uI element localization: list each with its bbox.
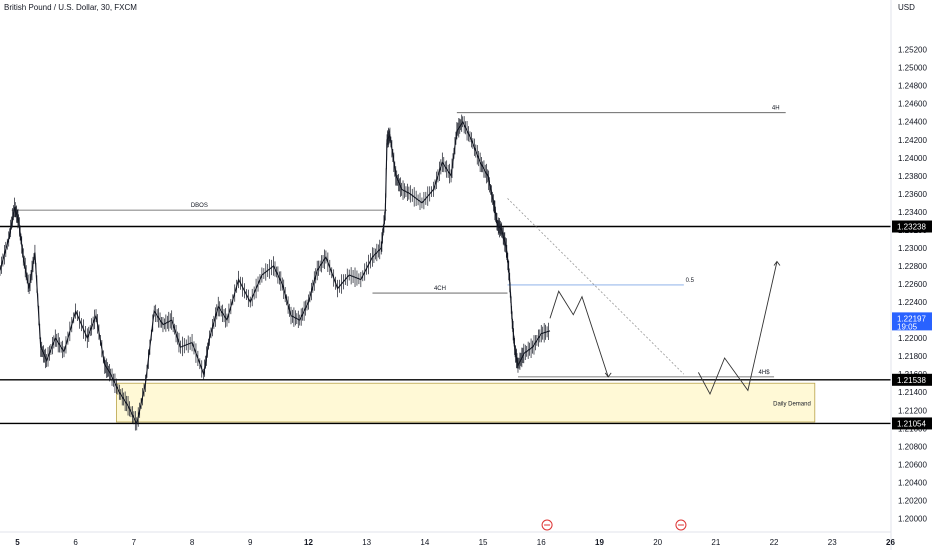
plot-area: Daily Demand DBOS 4H 4CH 0.5 4H$ <box>0 106 891 531</box>
annotation-label: 4H$ <box>759 370 771 376</box>
y-tick-label: 1.20000 <box>898 514 927 523</box>
chart-title: British Pound / U.S. Dollar, 30, FXCM <box>4 3 137 12</box>
y-tick-label: 1.21800 <box>898 352 927 361</box>
current-price-tag <box>892 312 932 331</box>
axis-currency: USD <box>898 3 915 12</box>
level-price-tag <box>892 373 932 386</box>
current-price-label: 1.22197 <box>897 314 926 323</box>
annotation-label: 0.5 <box>686 278 695 284</box>
level-price-tag <box>892 417 932 430</box>
y-tick-label: 1.23600 <box>898 190 927 199</box>
x-tick-label: 7 <box>132 538 137 547</box>
x-tick-label: 22 <box>770 538 779 547</box>
x-tick-label: 13 <box>362 538 371 547</box>
x-tick-label: 6 <box>73 538 78 547</box>
y-tick-label: 1.23000 <box>898 244 927 253</box>
demand-zone <box>116 382 816 423</box>
annotation-label: 4H <box>772 106 780 112</box>
current-price-countdown: 19:05 <box>897 322 918 331</box>
dotted-projection <box>507 198 685 375</box>
y-tick-label: 1.22600 <box>898 280 927 289</box>
x-tick-label: 26 <box>886 538 895 547</box>
x-tick-label: 9 <box>248 538 253 547</box>
x-tick-label: 15 <box>479 538 488 547</box>
x-tick-label: 23 <box>828 538 837 547</box>
x-tick-label: 8 <box>190 538 195 547</box>
arrow-head-down <box>604 372 612 378</box>
y-tick-label: 1.22000 <box>898 334 927 343</box>
y-tick-label: 1.24800 <box>898 82 927 91</box>
x-tick-label: 20 <box>653 538 662 547</box>
y-tick-label: 1.24000 <box>898 154 927 163</box>
y-tick-label: 1.22800 <box>898 262 927 271</box>
y-tick-label: 1.21400 <box>898 388 927 397</box>
level-price-label: 1.21054 <box>897 419 926 428</box>
y-tick-label: 1.24200 <box>898 136 927 145</box>
projection-path <box>549 290 609 378</box>
level-price-label: 1.23238 <box>897 223 926 232</box>
y-tick-label: 1.22400 <box>898 298 927 307</box>
y-tick-label: 1.24400 <box>898 118 927 127</box>
level-price-label: 1.21538 <box>897 376 926 385</box>
y-tick-label: 1.24600 <box>898 100 927 109</box>
y-tick-label: 1.21200 <box>898 406 927 415</box>
y-tick-label: 1.23400 <box>898 208 927 217</box>
projection-path-2 <box>698 261 778 396</box>
y-tick-label: 1.25000 <box>898 64 927 73</box>
x-tick-label: 14 <box>420 538 429 547</box>
y-tick-label: 1.23800 <box>898 172 927 181</box>
y-tick-label: 1.20200 <box>898 496 927 505</box>
demand-zone-label: Daily Demand <box>773 402 811 408</box>
y-tick-label: 1.20800 <box>898 442 927 451</box>
y-tick-label: 1.20400 <box>898 478 927 487</box>
y-tick-label: 1.25200 <box>898 46 927 55</box>
annotation-label: DBOS <box>191 203 208 209</box>
x-tick-label: 16 <box>537 538 546 547</box>
level-price-tag <box>892 220 932 233</box>
y-tick-label: 1.20600 <box>898 460 927 469</box>
x-tick-label: 5 <box>15 538 20 547</box>
annotation-label: 4CH <box>434 286 446 292</box>
arrow-head-up <box>773 260 781 266</box>
x-tick-label: 21 <box>711 538 720 547</box>
x-tick-label: 19 <box>595 538 604 547</box>
x-tick-label: 12 <box>304 538 313 547</box>
